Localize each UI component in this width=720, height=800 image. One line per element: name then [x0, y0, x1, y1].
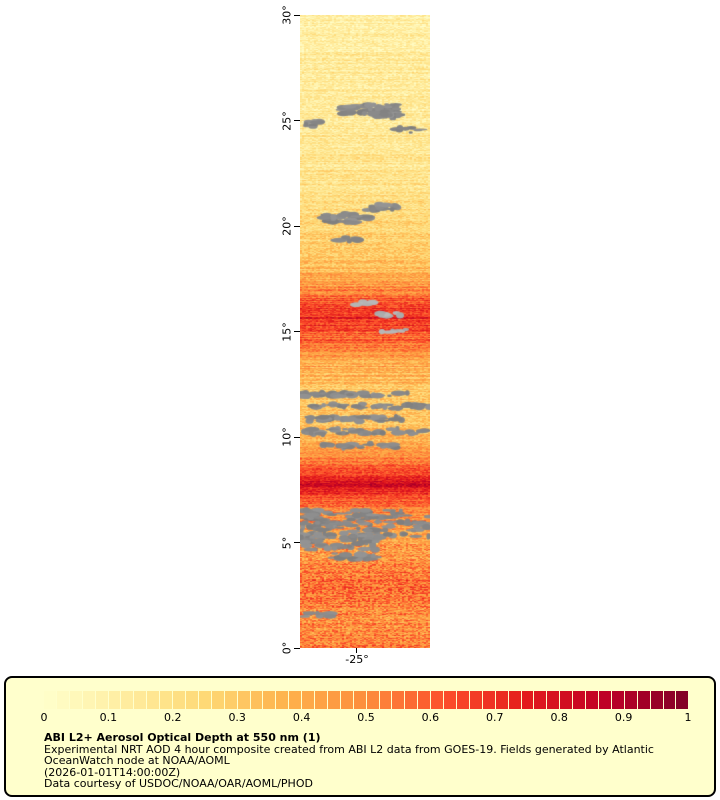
colorbar-segment [147, 691, 160, 709]
colorbar-tick-label: 0.8 [550, 711, 568, 724]
legend-credit: Data courtesy of USDOC/NOAA/OAR/AOML/PHO… [44, 777, 313, 790]
legend-timestamp: (2026-01-01T14:00:00Z) [44, 765, 181, 779]
y-tick-label: 30° [280, 5, 294, 25]
y-tick-mark [294, 647, 300, 649]
y-tick-label: 20° [280, 216, 294, 236]
x-axis-tick-label: -25° [345, 653, 369, 666]
y-tick-mark [294, 331, 300, 332]
y-tick-mark [294, 225, 300, 227]
y-tick-mark [294, 542, 300, 543]
colorbar-segment [508, 691, 521, 709]
y-tick-label: 5° [280, 536, 294, 549]
y-tick-label: 25° [280, 110, 294, 131]
colorbar-segment [586, 691, 598, 709]
y-tick-mark [294, 120, 300, 121]
colorbar-legend-box: 0 0.1 0.2 0.3 0.4 0.5 0.6 0.7 0.8 0.9 1 ABI L2+ Ae… [4, 676, 716, 797]
colorbar-segment [108, 691, 121, 709]
colorbar-segment [534, 691, 547, 709]
colorbar-segment [650, 691, 663, 709]
colorbar-segment [444, 691, 456, 709]
colorbar-tick-label: 0.1 [99, 711, 118, 724]
colorbar-segment [457, 691, 469, 709]
colorbar-segment [95, 691, 108, 709]
colorbar-segment [482, 691, 495, 709]
colorbar-segment [495, 691, 508, 709]
colorbar-segment [121, 691, 134, 709]
x-tick-mark [356, 648, 357, 653]
colorbar-segment [327, 691, 340, 709]
colorbar-segment [211, 691, 224, 709]
colorbar-segment [431, 691, 444, 709]
y-tick-label: 0° [280, 641, 294, 655]
colorbar-segment [340, 691, 353, 709]
y-tick-mark [294, 436, 300, 438]
colorbar-tick-label: 0.3 [228, 711, 246, 724]
colorbar-segment [56, 691, 69, 709]
colorbar-segment [276, 691, 289, 709]
colorbar-segment [521, 691, 534, 709]
colorbar-segment [469, 691, 482, 709]
colorbar-segment [379, 691, 392, 709]
colorbar-tick-label: 0.7 [486, 711, 504, 724]
colorbar-segment [315, 691, 327, 709]
colorbar-segment [598, 691, 611, 709]
colorbar-segment [624, 691, 637, 709]
colorbar-segment [573, 691, 586, 709]
colorbar-segment [134, 691, 147, 709]
colorbar-segment [676, 691, 689, 709]
y-tick-mark [294, 14, 300, 16]
colorbar-segment [392, 691, 405, 709]
colorbar-segment [560, 691, 573, 709]
legend-description: Experimental NRT AOD 4 hour composite cr… [44, 742, 654, 767]
colorbar-tick-label: 0 [40, 711, 48, 724]
colorbar-segment [160, 691, 173, 709]
colorbar-tick-labels: 0 0.1 0.2 0.3 0.4 0.5 0.6 0.7 0.8 0.9 1 [40, 711, 692, 725]
colorbar-segment [663, 691, 676, 709]
colorbar-segment [611, 691, 624, 709]
colorbar-segment [224, 691, 237, 709]
colorbar-segment [366, 691, 379, 709]
colorbar-segment [637, 691, 650, 709]
colorbar-segment [353, 691, 366, 709]
y-tick-label: 15° [280, 321, 294, 342]
colorbar-segment [547, 691, 560, 709]
colorbar-segment [44, 691, 56, 709]
colorbar [44, 691, 689, 709]
colorbar-segment [185, 691, 198, 709]
colorbar-segment [173, 691, 185, 709]
colorbar-tick-label: 0.6 [421, 711, 440, 724]
colorbar-segment [69, 691, 82, 709]
colorbar-tick-label: 0.9 [614, 711, 633, 724]
legend-caption: ABI L2+ Aerosol Optical Depth at 550 nm … [44, 732, 692, 790]
legend-title: ABI L2+ Aerosol Optical Depth at 550 nm … [44, 731, 321, 744]
colorbar-tick-label: 1 [684, 711, 692, 724]
colorbar-segment [237, 691, 250, 709]
colorbar-segment [82, 691, 95, 709]
colorbar-segment [198, 691, 211, 709]
colorbar-tick-label: 0.4 [292, 711, 311, 724]
colorbar-segment [405, 691, 418, 709]
colorbar-segment [263, 691, 276, 709]
colorbar-tick-label: 0.5 [357, 711, 375, 724]
colorbar-segment [302, 691, 315, 709]
y-tick-label: 10° [280, 427, 294, 447]
colorbar-segment [289, 691, 302, 709]
colorbar-segment [250, 691, 263, 709]
colorbar-tick-label: 0.2 [164, 711, 182, 724]
colorbar-segment [418, 691, 431, 709]
aod-map-canvas [300, 15, 430, 648]
